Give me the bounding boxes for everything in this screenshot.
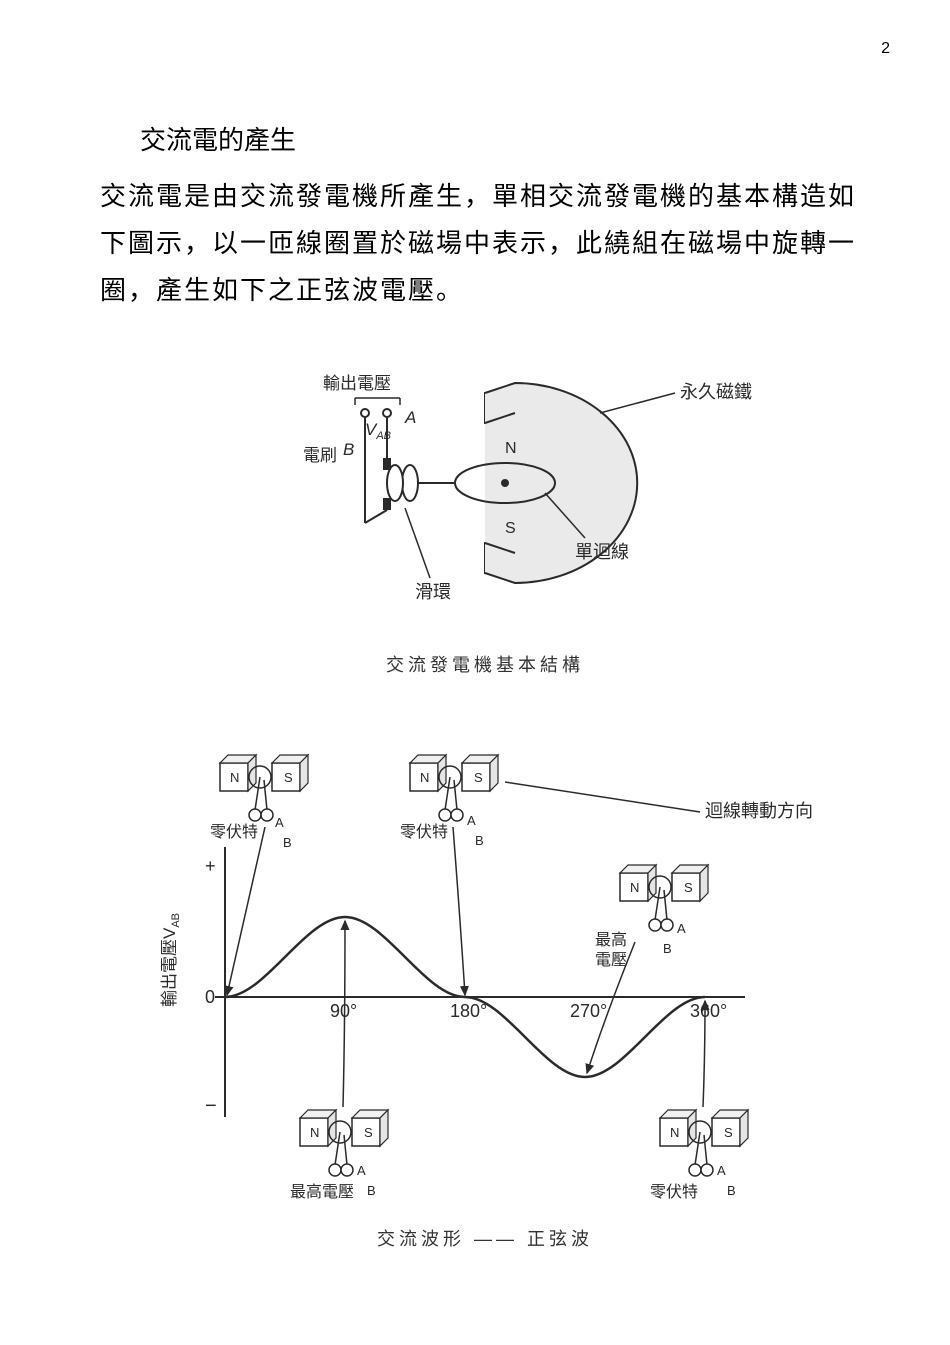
figure-sinewave: N S + 0 − 輸出電壓VAB 90° <box>100 697 870 1251</box>
xtick-90: 90° <box>330 1001 357 1021</box>
plus-label: + <box>205 856 216 876</box>
svg-text:B: B <box>475 833 484 848</box>
single-loop-label: 單迴線 <box>575 542 629 562</box>
label-0deg: 零伏特 <box>210 823 258 841</box>
shaft-dot <box>501 479 509 487</box>
label-90deg: 最高電壓 <box>290 1183 354 1201</box>
figure-generator: N S 輸出電壓 VAB A B 電刷 <box>100 343 870 677</box>
page-number: 2 <box>881 40 890 58</box>
y-axis-label: 輸出電壓VAB <box>160 913 182 1007</box>
n-pole-label: N <box>505 440 517 457</box>
label-360deg: 零伏特 <box>650 1183 698 1201</box>
svg-text:A: A <box>467 813 476 828</box>
svg-text:B: B <box>727 1183 736 1198</box>
svg-text:A: A <box>677 921 686 936</box>
label-270deg-line2: 電壓 <box>595 951 627 969</box>
body-paragraph: 交流電是由交流發電機所產生，單相交流發電機的基本構造如下圖示，以一匝線圈置於磁場… <box>100 173 870 313</box>
xtick-270: 270° <box>570 1001 607 1021</box>
svg-text:B: B <box>283 835 292 850</box>
figure2-caption: 交流波形 —— 正弦波 <box>377 1225 593 1251</box>
xtick-180: 180° <box>450 1001 487 1021</box>
label-180deg: 零伏特 <box>400 823 448 841</box>
output-voltage-label: 輸出電壓 <box>323 374 391 393</box>
svg-text:B: B <box>367 1183 376 1198</box>
s-pole-label: S <box>505 520 516 537</box>
terminal-a-label: A <box>404 408 416 427</box>
slip-ring-label: 滑環 <box>415 582 451 602</box>
terminal-b-label: B <box>343 440 354 459</box>
svg-text:A: A <box>275 815 284 830</box>
rotation-dir-label: 迴線轉動方向 <box>705 801 813 821</box>
brush-label: 電刷 <box>303 446 337 465</box>
section-title: 交流電的產生 <box>140 120 870 157</box>
svg-text:A: A <box>717 1163 726 1178</box>
generator-diagram: N S 輸出電壓 VAB A B 電刷 <box>205 343 765 643</box>
label-270deg-line1: 最高 <box>595 931 627 949</box>
minus-label: − <box>205 1095 217 1117</box>
figure1-caption: 交流發電機基本結構 <box>386 651 584 677</box>
xtick-360: 360° <box>690 1001 727 1021</box>
svg-text:A: A <box>357 1163 366 1178</box>
magnet-label: 永久磁鐵 <box>680 382 752 402</box>
zero-label: 0 <box>205 987 215 1007</box>
sinewave-diagram: N S + 0 − 輸出電壓VAB 90° <box>105 697 865 1217</box>
svg-text:B: B <box>663 941 672 956</box>
